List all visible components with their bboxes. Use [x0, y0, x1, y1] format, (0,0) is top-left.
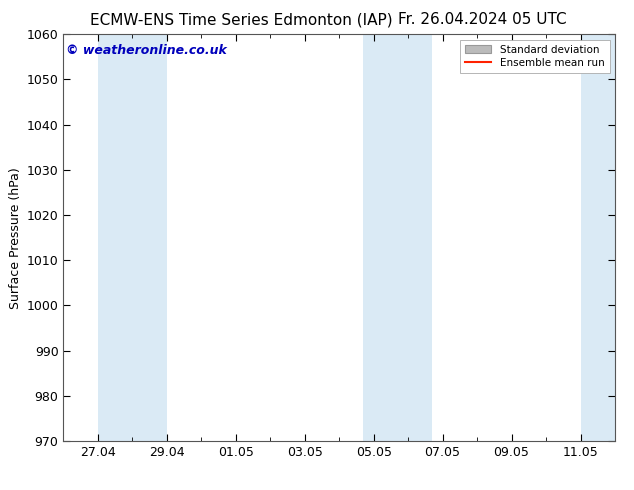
- Text: © weatheronline.co.uk: © weatheronline.co.uk: [66, 45, 227, 57]
- Bar: [98, 34, 133, 441]
- Bar: [581, 34, 615, 441]
- Bar: [363, 34, 398, 441]
- Text: Fr. 26.04.2024 05 UTC: Fr. 26.04.2024 05 UTC: [398, 12, 566, 27]
- Bar: [133, 34, 167, 441]
- Legend: Standard deviation, Ensemble mean run: Standard deviation, Ensemble mean run: [460, 40, 610, 73]
- Bar: [398, 34, 432, 441]
- Y-axis label: Surface Pressure (hPa): Surface Pressure (hPa): [10, 167, 22, 309]
- Text: ECMW-ENS Time Series Edmonton (IAP): ECMW-ENS Time Series Edmonton (IAP): [89, 12, 392, 27]
